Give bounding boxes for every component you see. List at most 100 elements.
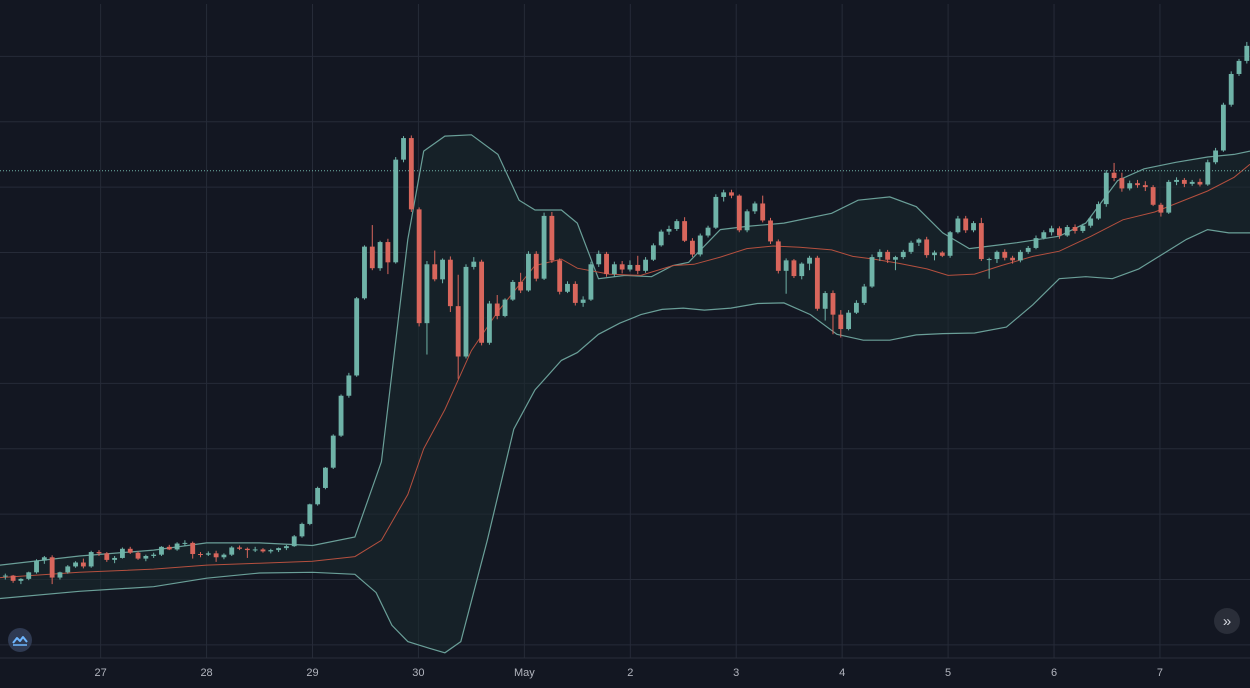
candle xyxy=(479,259,485,346)
candle-body xyxy=(932,252,937,256)
candle-body xyxy=(494,303,500,316)
candle xyxy=(900,249,906,260)
candle-body xyxy=(1150,187,1156,205)
lower-band-line xyxy=(0,228,1250,654)
candle xyxy=(526,251,531,292)
scroll-to-realtime-button[interactable]: » xyxy=(1214,608,1240,634)
candle-body xyxy=(205,553,211,555)
candle xyxy=(697,233,703,257)
candle xyxy=(229,546,235,556)
candle-body xyxy=(307,504,313,524)
candle-body xyxy=(650,245,656,260)
candle-body xyxy=(1174,179,1179,182)
candle xyxy=(635,255,641,275)
candle-body xyxy=(330,435,336,468)
candle-body xyxy=(768,220,773,242)
candle-body xyxy=(729,192,734,196)
tradingview-logo-icon[interactable] xyxy=(8,628,32,652)
candle-body xyxy=(885,251,891,260)
candle-body xyxy=(260,549,266,552)
candle-body xyxy=(705,227,711,236)
candle xyxy=(252,546,258,553)
candle xyxy=(650,243,656,262)
candle-body xyxy=(1010,257,1015,261)
candle-body xyxy=(18,578,24,581)
candle-body xyxy=(369,246,375,269)
candle-body xyxy=(174,543,180,550)
candle xyxy=(682,217,688,243)
candle-body xyxy=(135,552,141,559)
candle xyxy=(307,503,313,526)
candle xyxy=(159,546,164,556)
candle-body xyxy=(1049,228,1055,233)
candle xyxy=(291,535,297,547)
candle xyxy=(1041,230,1047,240)
candle xyxy=(283,544,289,551)
candle xyxy=(1220,102,1226,152)
candle-body xyxy=(838,314,844,330)
candle xyxy=(791,259,797,279)
candle-body xyxy=(619,264,625,270)
candle xyxy=(338,394,344,437)
candle xyxy=(736,194,742,233)
candle xyxy=(440,258,445,284)
candle xyxy=(783,258,789,294)
candle-body xyxy=(1041,232,1047,239)
candle-body xyxy=(1166,181,1172,213)
candle xyxy=(885,249,891,263)
candle xyxy=(432,250,438,282)
candle-body xyxy=(916,239,922,243)
candle xyxy=(744,209,750,233)
candle-body xyxy=(159,546,164,555)
candle-body xyxy=(978,223,984,260)
x-tick-label: 7 xyxy=(1157,667,1163,679)
candle-body xyxy=(346,375,352,396)
candle xyxy=(846,310,852,331)
candle-body xyxy=(229,547,235,555)
candle xyxy=(401,136,406,163)
candle-body xyxy=(596,253,602,265)
candle-body xyxy=(1002,251,1008,258)
candle xyxy=(947,230,953,258)
candle-body xyxy=(893,257,898,260)
candle xyxy=(65,565,71,574)
candle xyxy=(1103,170,1109,207)
candle xyxy=(1057,226,1062,239)
candle-body xyxy=(323,467,328,488)
candle xyxy=(1127,180,1133,191)
candle-body xyxy=(869,257,875,287)
candle xyxy=(986,257,992,279)
candle xyxy=(994,250,1000,263)
candle xyxy=(830,290,836,335)
candle xyxy=(814,255,820,311)
candle xyxy=(1002,249,1008,261)
double-chevron-right-icon: » xyxy=(1222,612,1232,630)
candle xyxy=(26,571,32,581)
candle-body xyxy=(182,542,188,544)
candle-body xyxy=(572,283,578,303)
candles xyxy=(2,41,1250,585)
candle-body xyxy=(799,263,805,277)
candle-body xyxy=(315,487,321,505)
candle xyxy=(861,283,867,305)
candle xyxy=(323,467,328,490)
candle xyxy=(908,240,914,254)
candle-body xyxy=(627,264,633,270)
candle xyxy=(1010,255,1015,264)
candle-body xyxy=(252,549,258,551)
candle-body xyxy=(658,231,664,246)
candle xyxy=(244,547,250,558)
candle xyxy=(369,225,375,271)
candle xyxy=(151,552,157,558)
candle-body xyxy=(549,215,555,261)
candle-body xyxy=(736,195,742,231)
candle xyxy=(276,547,282,553)
candle-body xyxy=(947,232,953,256)
candle xyxy=(893,255,898,271)
candle-body xyxy=(1142,185,1148,188)
candle xyxy=(385,238,391,275)
candle-body xyxy=(955,218,961,233)
candle-body xyxy=(760,203,766,221)
candle xyxy=(455,274,461,379)
